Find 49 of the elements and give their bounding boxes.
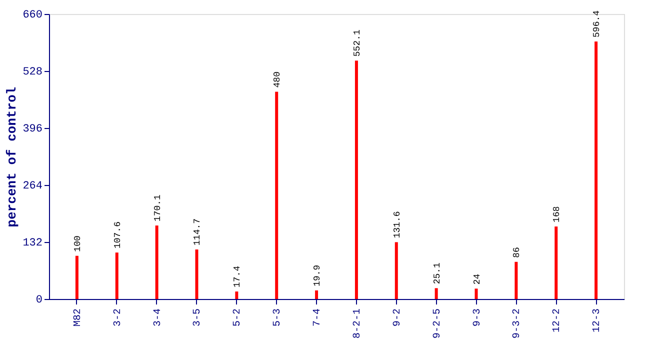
x-tick-label: 3-4 xyxy=(152,308,164,327)
y-tick-label: 396 xyxy=(22,124,42,136)
bar xyxy=(434,288,438,299)
bar xyxy=(155,226,158,299)
bar xyxy=(275,92,278,299)
data-label: 596.4 xyxy=(592,10,602,38)
bar xyxy=(554,226,558,299)
y-axis-title: percent of control xyxy=(4,86,20,228)
data-label: 552.1 xyxy=(352,30,362,57)
x-tick-label: 12-3 xyxy=(592,308,604,333)
data-label: 168 xyxy=(552,206,562,222)
x-tick-label: 5-3 xyxy=(272,308,284,327)
x-tick-label: 9-3 xyxy=(472,308,484,327)
data-label: 131.6 xyxy=(392,211,402,238)
x-tick-label: 9-2-5 xyxy=(432,308,444,339)
x-tick-label: 5-2 xyxy=(232,308,244,327)
x-tick-label: M82 xyxy=(72,308,84,327)
data-label: 25.1 xyxy=(432,262,442,284)
y-tick-label: 132 xyxy=(22,238,42,250)
data-label: 100 xyxy=(72,236,83,252)
bar xyxy=(75,256,78,299)
data-label: 19.9 xyxy=(312,264,323,286)
x-tick-label: 8-2-1 xyxy=(352,308,364,339)
bar xyxy=(354,60,358,299)
bar xyxy=(514,262,518,299)
bar xyxy=(594,41,598,299)
data-label: 24 xyxy=(472,274,482,285)
x-tick-label: 3-5 xyxy=(192,308,204,327)
data-label: 86 xyxy=(512,247,522,258)
y-tick-label: 0 xyxy=(36,294,42,306)
data-label: 170.1 xyxy=(152,194,163,222)
x-tick-label: 12-2 xyxy=(552,308,564,333)
data-label: 114.7 xyxy=(192,218,203,246)
bar xyxy=(235,291,238,299)
x-tick-label: 9-2 xyxy=(392,308,404,327)
bar xyxy=(195,249,198,299)
data-label: 17.4 xyxy=(232,266,243,288)
y-tick-label: 660 xyxy=(22,10,42,22)
bar xyxy=(394,242,398,299)
bar xyxy=(474,288,478,299)
x-tick-label: 3-2 xyxy=(112,308,124,327)
x-tick-label: 7-4 xyxy=(312,308,324,327)
x-tick-label: 9-3-2 xyxy=(512,308,524,339)
data-label: 480 xyxy=(272,72,283,88)
y-tick-label: 528 xyxy=(22,66,42,78)
y-tick-label: 264 xyxy=(22,180,43,192)
data-label: 107.6 xyxy=(112,222,123,249)
bar xyxy=(115,252,118,299)
bar xyxy=(315,290,318,299)
